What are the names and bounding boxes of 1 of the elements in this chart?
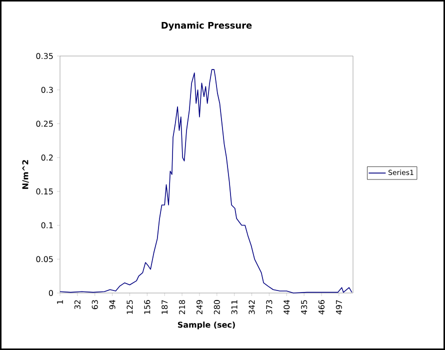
chart-title: Dynamic Pressure <box>162 22 252 31</box>
